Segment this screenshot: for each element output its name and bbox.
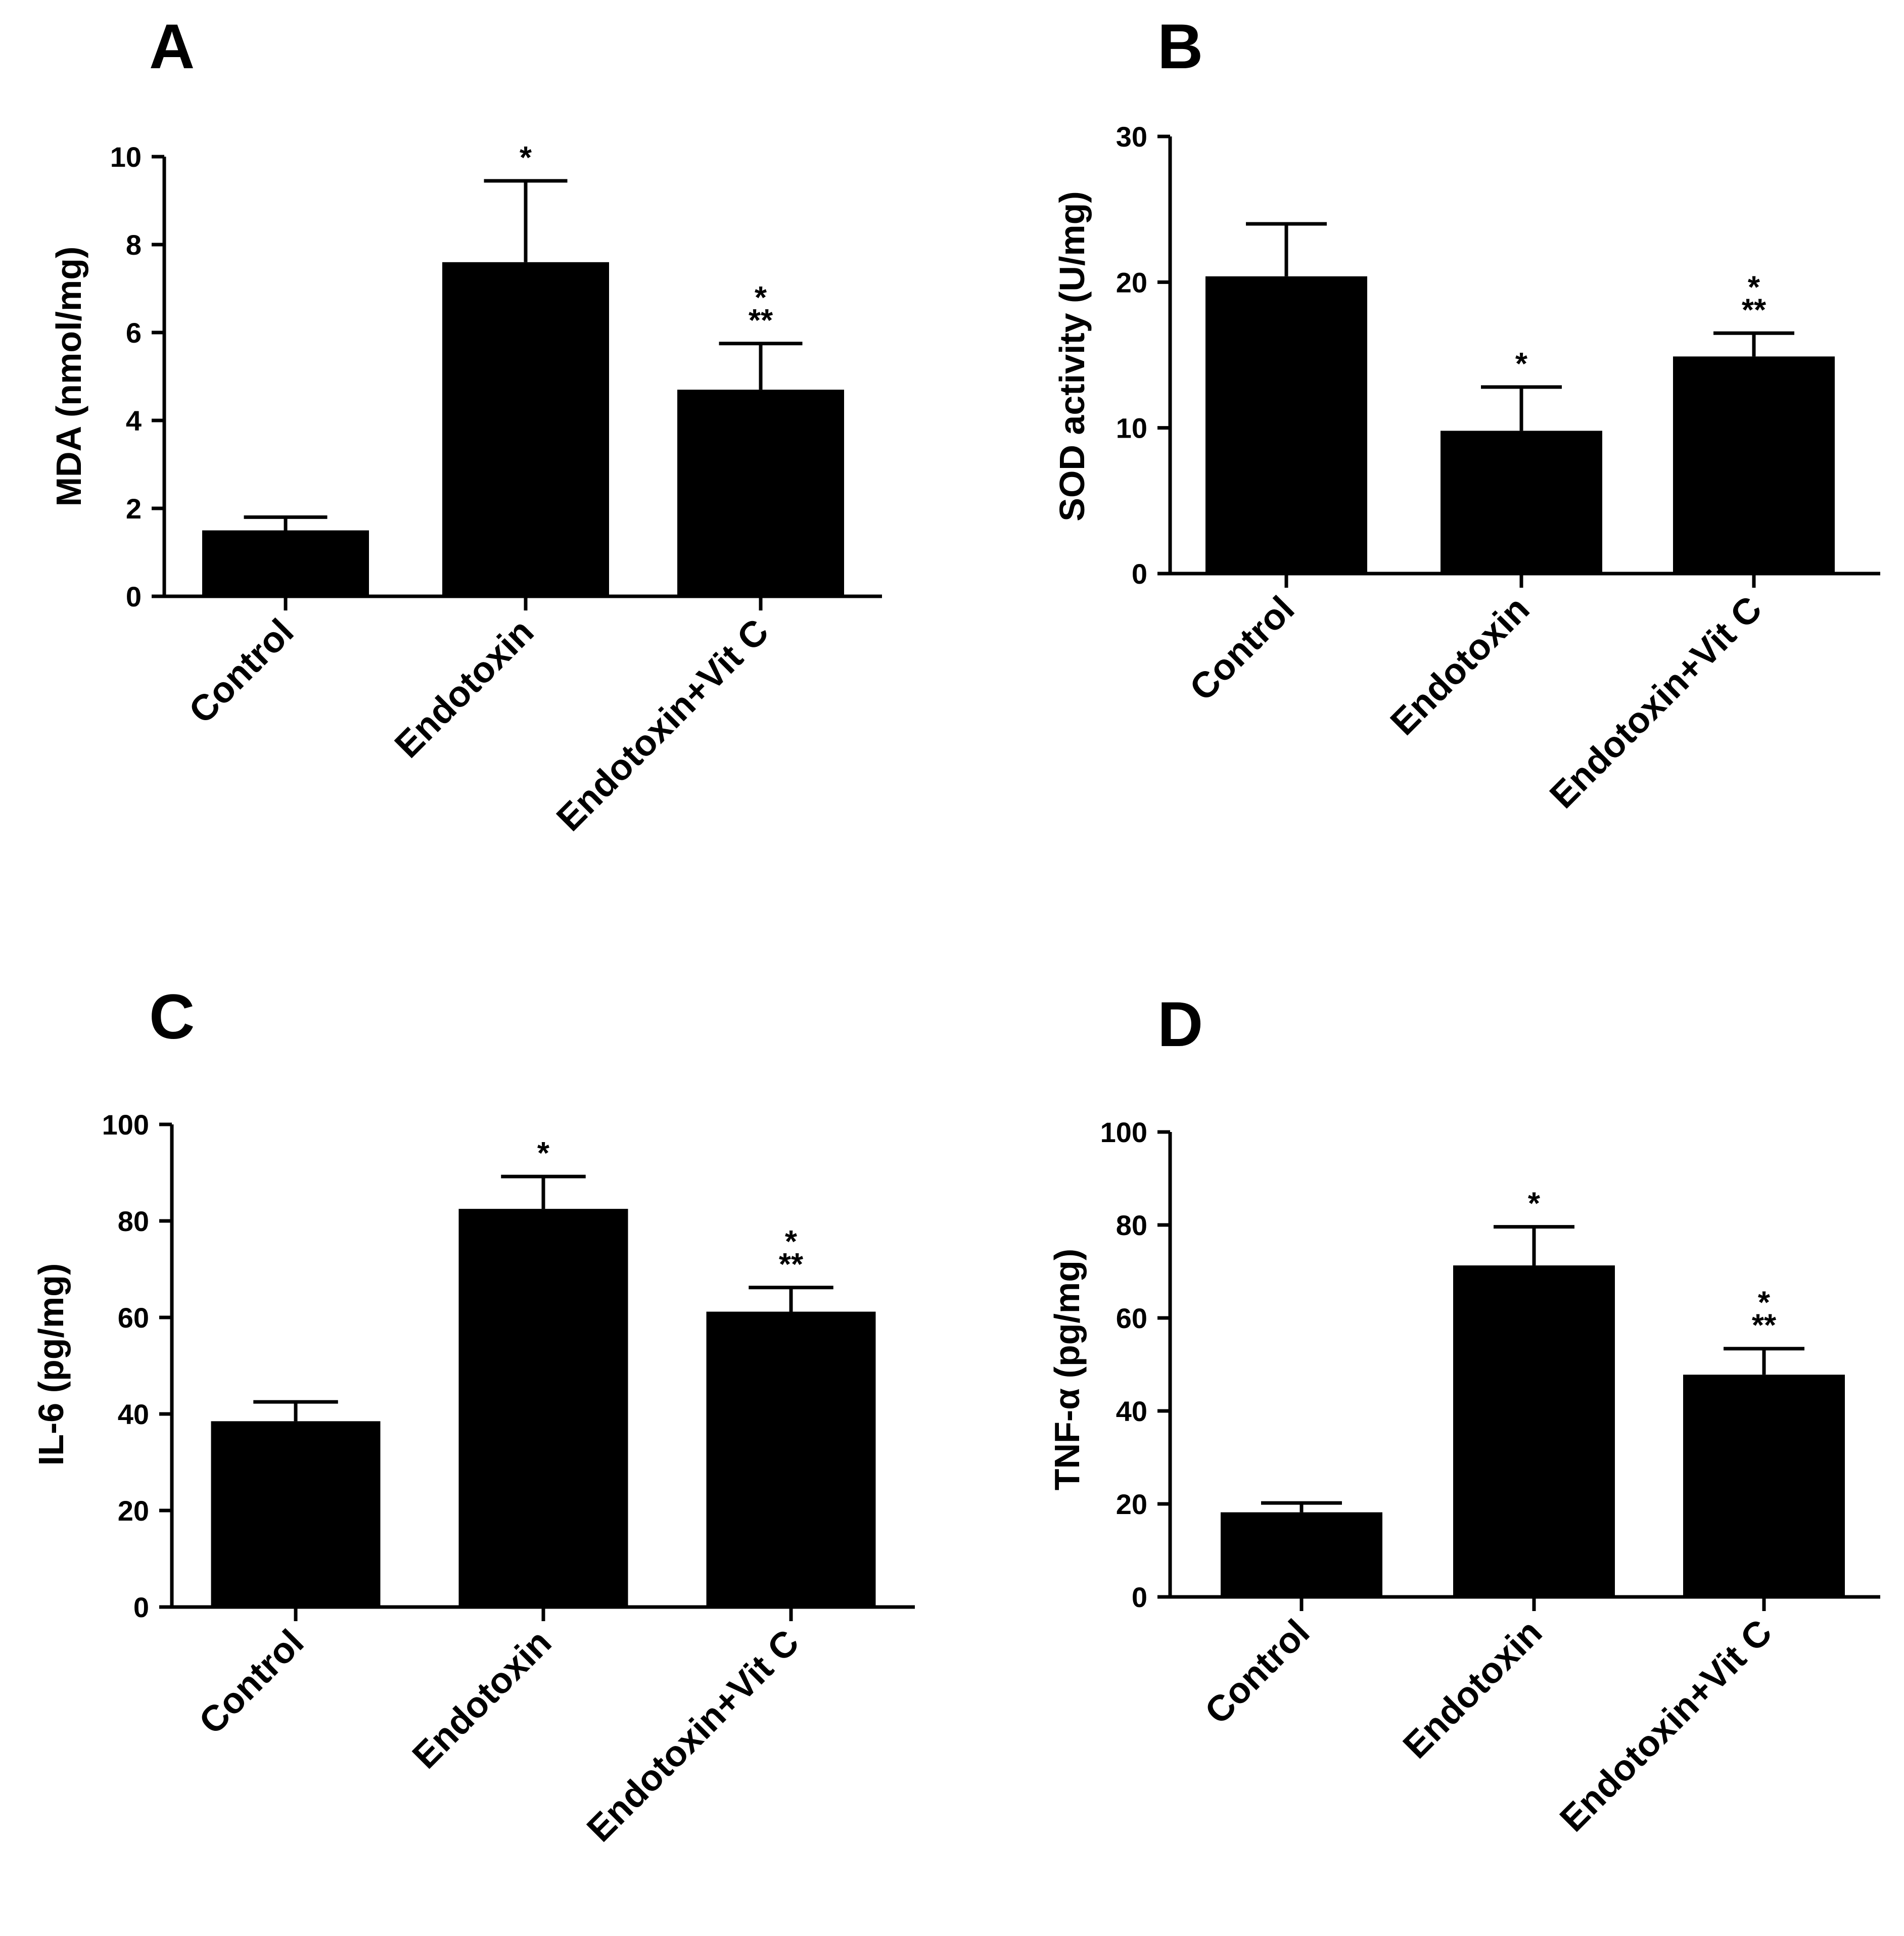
- panel-a-ytick-label-0: 0: [126, 581, 142, 612]
- panel-b-ytick-label-0: 0: [1132, 558, 1147, 590]
- panel-c-sig-endotoxin-vitc-0: *: [785, 1224, 798, 1259]
- panel-b-ytick-label-3: 30: [1116, 121, 1147, 153]
- panel-a-bar-endotoxin: [442, 262, 609, 596]
- panel-d-ylabel: TNF-α (pg/mg): [1047, 1249, 1087, 1490]
- panel-c-letter: C: [149, 982, 195, 1052]
- panel-a-bar-endotoxin-vitc: [677, 390, 844, 596]
- panel-c-errorbar-endotoxin: [501, 1174, 586, 1209]
- panel-c-ytick-label-1: 20: [118, 1495, 149, 1527]
- panel-a-ytick-label-5: 10: [110, 141, 142, 173]
- panel-b-ylabel: SOD activity (U/mg): [1052, 191, 1092, 521]
- panel-b-errorbar-endotoxin-vitc: [1713, 331, 1794, 357]
- panel-c-sig-endotoxin-vitc-1: **: [779, 1247, 804, 1282]
- panel-d-ytick-label-1: 20: [1116, 1488, 1147, 1520]
- panel-d-errorbar-control: [1261, 1501, 1342, 1513]
- panel-c-ytick-label-2: 40: [118, 1398, 149, 1430]
- panel-c-errorbar-control: [253, 1400, 338, 1422]
- panel-d-ytick-label-4: 80: [1116, 1209, 1147, 1241]
- panel-a-sig-endotoxin-vitc-1: **: [749, 303, 773, 338]
- panel-c-sig-endotoxin-0: *: [537, 1136, 550, 1171]
- panel-c-ytick-label-5: 100: [102, 1109, 149, 1141]
- panel-d-sig-endotoxin-vitc-0: *: [1758, 1286, 1771, 1320]
- panel-a-ytick-label-2: 4: [126, 405, 142, 437]
- panel-d-ytick-label-2: 40: [1116, 1395, 1147, 1427]
- panel-c-bar-endotoxin-vitc: [706, 1311, 876, 1607]
- panel-c-bar-endotoxin: [458, 1209, 628, 1607]
- panel-d-sig-endotoxin-vitc-1: **: [1752, 1308, 1777, 1343]
- panel-d-errorbar-endotoxin-vitc: [1724, 1347, 1804, 1375]
- panel-d-ytick-label-3: 60: [1116, 1302, 1147, 1334]
- panel-b-sig-endotoxin-vitc-0: *: [1748, 270, 1760, 305]
- panel-a-sig-endotoxin-vitc-0: *: [755, 280, 767, 315]
- panel-b-bar-endotoxin-vitc: [1673, 356, 1835, 574]
- panel-a-errorbar-endotoxin: [484, 179, 568, 262]
- panel-a-errorbar-control: [244, 515, 328, 531]
- panel-d-letter: D: [1157, 989, 1203, 1060]
- panel-b-sig-endotoxin-vitc-1: **: [1742, 293, 1767, 327]
- panel-a-ytick-label-1: 2: [126, 493, 142, 525]
- panel-d-bar-endotoxin: [1453, 1265, 1615, 1597]
- panel-a-sig-endotoxin-0: *: [520, 140, 532, 175]
- panel-a-letter: A: [149, 12, 195, 82]
- panel-a-ylabel: MDA (nmol/mg): [49, 247, 88, 507]
- panel-b-errorbar-endotoxin: [1481, 385, 1562, 431]
- panel-b-bar-control: [1205, 276, 1367, 574]
- panel-d-bar-endotoxin-vitc: [1683, 1375, 1845, 1597]
- panel-b-errorbar-control: [1246, 222, 1327, 276]
- panel-a-bar-control: [202, 530, 369, 596]
- panel-c-ytick-label-4: 80: [118, 1205, 149, 1237]
- panel-b-letter: B: [1157, 12, 1203, 82]
- panel-d-bar-control: [1221, 1512, 1382, 1597]
- panel-a-ytick-label-3: 6: [126, 317, 142, 349]
- panel-c-ytick-label-3: 60: [118, 1302, 149, 1334]
- panel-b-ytick-label-1: 10: [1116, 412, 1147, 444]
- panel-c-bar-control: [211, 1421, 381, 1607]
- panel-d-sig-endotoxin-0: *: [1528, 1187, 1541, 1221]
- panel-b-bar-endotoxin: [1441, 431, 1602, 574]
- panel-c-ylabel: IL-6 (pg/mg): [31, 1263, 71, 1466]
- panel-a-errorbar-endotoxin-vitc: [719, 342, 803, 390]
- panel-c-ytick-label-0: 0: [133, 1591, 149, 1623]
- panel-c-errorbar-endotoxin-vitc: [749, 1286, 833, 1312]
- panel-d-ytick-label-5: 100: [1100, 1116, 1147, 1148]
- panel-a-ytick-label-4: 8: [126, 229, 142, 261]
- panel-d-errorbar-endotoxin: [1494, 1225, 1574, 1266]
- panel-b-ytick-label-2: 20: [1116, 266, 1147, 298]
- panel-d-ytick-label-0: 0: [1132, 1581, 1147, 1613]
- panel-b-sig-endotoxin-0: *: [1515, 347, 1528, 382]
